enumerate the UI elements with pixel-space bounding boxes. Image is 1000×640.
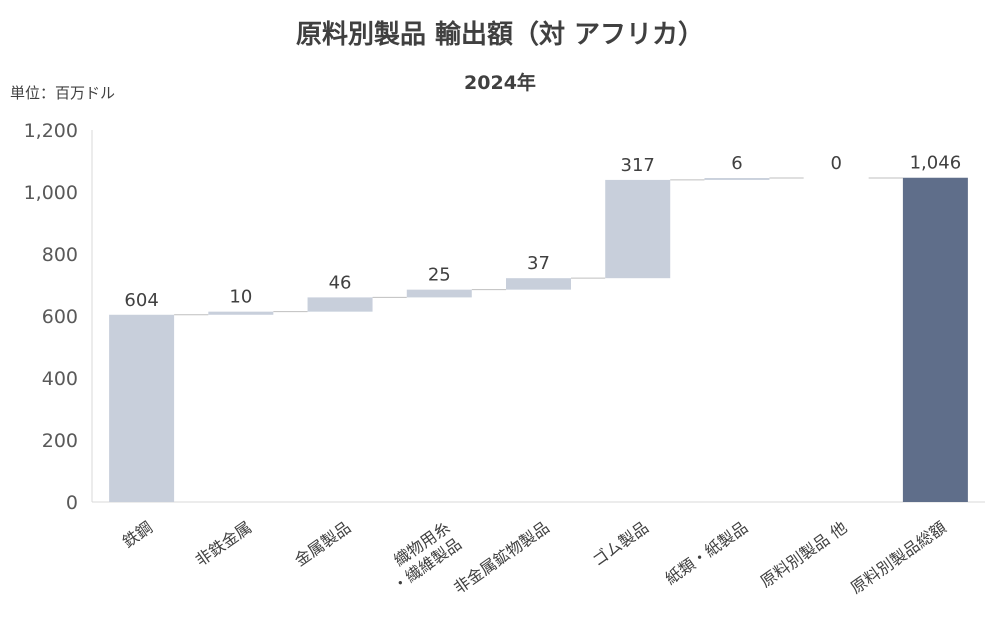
category-label: ゴム製品 — [589, 518, 652, 570]
category-label: 金属製品 — [291, 518, 354, 570]
data-label: 25 — [428, 265, 451, 286]
waterfall-bar — [208, 311, 274, 315]
data-label: 46 — [329, 272, 352, 293]
data-label: 1,046 — [910, 153, 962, 174]
category-label: 原料別製品 他 — [757, 518, 851, 592]
waterfall-bar — [109, 314, 175, 502]
data-label: 37 — [527, 253, 550, 274]
data-label: 6 — [731, 153, 742, 174]
category-label-line: 原料別製品 他 — [757, 518, 851, 592]
y-tick-label: 600 — [42, 306, 78, 328]
category-label-line: 原料別製品総額 — [847, 518, 950, 598]
category-label: 非鉄金属 — [192, 518, 255, 570]
category-label-line: 鉄鋼 — [119, 518, 156, 552]
category-label: 原料別製品総額 — [847, 518, 950, 598]
data-label: 0 — [830, 153, 841, 174]
chart-title: 原料別製品 輸出額（対 アフリカ） — [295, 20, 705, 50]
category-label-line: ゴム製品 — [589, 518, 652, 570]
y-tick-label: 0 — [66, 492, 78, 514]
y-tick-label: 400 — [42, 368, 78, 390]
data-label: 317 — [621, 155, 655, 176]
data-label: 10 — [229, 287, 252, 308]
category-label: 鉄鋼 — [119, 518, 156, 552]
y-tick-label: 200 — [42, 430, 78, 452]
y-tick-label: 1,000 — [24, 182, 78, 204]
category-label-line: 紙類・紙製品 — [662, 518, 752, 589]
category-label-line: 非鉄金属 — [192, 518, 255, 570]
category-label: 紙類・紙製品 — [662, 518, 752, 589]
total-bar — [902, 177, 968, 503]
data-label: 604 — [124, 290, 158, 311]
y-tick-label: 1,200 — [24, 120, 78, 142]
category-label-line: 金属製品 — [291, 518, 354, 570]
category-label: 非金属鉱物製品 — [450, 518, 553, 598]
waterfall-bar — [307, 297, 373, 312]
chart-subtitle: 2024年 — [464, 72, 536, 94]
waterfall-bar — [605, 179, 671, 279]
waterfall-bar — [506, 278, 571, 290]
unit-label: 単位：百万ドル — [10, 84, 116, 102]
y-tick-label: 800 — [42, 244, 78, 266]
waterfall-bar — [704, 178, 770, 180]
waterfall-bar — [406, 289, 472, 298]
category-label-line: 非金属鉱物製品 — [450, 518, 553, 598]
